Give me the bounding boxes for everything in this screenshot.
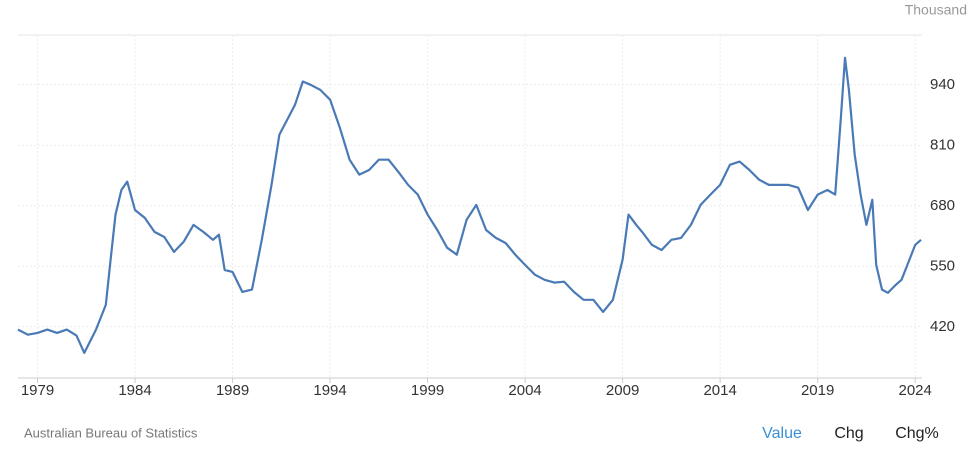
chg-pct-button[interactable]: Chg% (895, 425, 939, 442)
x-tick-label: 1999 (411, 382, 444, 399)
source: Australian Bureau of Statistics (24, 425, 198, 440)
y-tick-label: 420 (930, 318, 955, 335)
x-tick-label: 2024 (898, 382, 931, 399)
y-tick-label: 550 (930, 257, 955, 274)
x-tick-label: 2019 (801, 382, 834, 399)
y-tick-label: 940 (930, 76, 955, 93)
value-button[interactable]: Value (762, 425, 802, 442)
series-line (17, 56, 922, 354)
y-tick-label: 680 (930, 197, 955, 214)
chg-button[interactable]: Chg (834, 425, 863, 442)
x-tick-label: 1984 (118, 382, 151, 399)
x-tick-label: 1994 (313, 382, 346, 399)
x-tick-label: 1989 (216, 382, 249, 399)
x-tick-label: 2004 (508, 382, 541, 399)
x-tick-label: 2009 (606, 382, 639, 399)
y-tick-label: 810 (930, 136, 955, 153)
x-tick-label: 2014 (703, 382, 736, 399)
x-tick-label: 1979 (21, 382, 54, 399)
unit-label: Thousand (905, 2, 967, 18)
